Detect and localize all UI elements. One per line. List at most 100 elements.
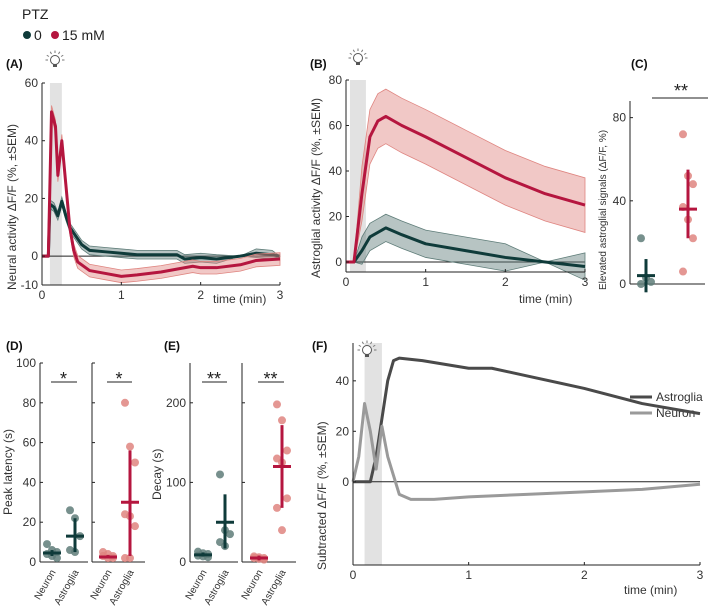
x-tick-label: 1 (422, 275, 429, 289)
data-point (53, 554, 61, 563)
y-tick-label: 20 (329, 209, 343, 223)
data-point (283, 446, 291, 455)
data-point (679, 267, 687, 276)
x-tick-label: 3 (582, 275, 589, 289)
y-axis-label-b: Astroglial activity ΔF/F (%, ±SEM) (309, 98, 323, 278)
x-axis-label-f: time (min) (624, 583, 677, 597)
y-axis-label-a: Neural activity ΔF/F (%, ±SEM) (5, 124, 19, 290)
stimulus-period-shading (49, 83, 62, 285)
data-point (278, 526, 286, 535)
light-bulb-icon (348, 48, 368, 65)
significance-marker: ** (674, 81, 688, 101)
y-tick-label: 20 (23, 515, 37, 529)
data-point (226, 530, 234, 539)
series-line-Neuron (351, 402, 701, 501)
series-line-Astroglia (353, 356, 701, 484)
y-axis-label-e: Decay (s) (150, 449, 164, 500)
panel-label-d: (D) (6, 339, 23, 353)
y-axis-label-f: Subtracted ΔF/F (%, ±SEM) (315, 421, 329, 570)
series-line-15mM (42, 110, 281, 278)
legend-label-control: 0 (34, 27, 42, 43)
panel-label-c: (C) (631, 57, 648, 71)
significance-marker: ** (263, 369, 277, 389)
sem-band-0 (346, 213, 586, 281)
series-line-0 (42, 199, 281, 261)
x-tick-label: 2 (502, 275, 509, 289)
stimulus-period-shading (349, 80, 366, 272)
y-tick-label: -10 (21, 278, 39, 292)
data-point (278, 416, 286, 425)
x-tick-label: 1 (118, 288, 125, 302)
panel-label-e: (E) (164, 339, 180, 353)
data-point (126, 442, 134, 451)
y-tick-label: 80 (23, 396, 37, 410)
light-bulb-icon (357, 340, 377, 357)
data-point (273, 503, 281, 512)
data-point (121, 398, 129, 407)
legend-label-neuron: Neuron (656, 406, 695, 420)
data-point (637, 280, 645, 288)
legend-label-ptz: 15 mM (62, 27, 105, 43)
series-line-15mM (346, 114, 586, 264)
x-tick-label: 2 (197, 288, 204, 302)
legend-title: PTZ (22, 6, 49, 22)
significance-marker: * (60, 369, 67, 389)
data-point (637, 234, 645, 243)
x-tick-label: 3 (697, 568, 704, 582)
data-point (43, 540, 51, 549)
y-tick-label: 40 (23, 475, 37, 489)
y-tick-label: 20 (336, 424, 350, 438)
panel-label-f: (F) (312, 339, 327, 353)
y-tick-label: 40 (336, 374, 350, 388)
data-point (273, 400, 281, 409)
legend-dot-control (23, 31, 31, 39)
y-tick-label: 100 (16, 356, 36, 370)
y-tick-label: 0 (335, 255, 342, 269)
data-point (283, 494, 291, 503)
y-axis-label-c: Elevated astroglial signals (ΔF/F, %) (598, 130, 609, 290)
x-tick-label: 0 (343, 275, 350, 289)
legend-dot-ptz (51, 31, 59, 39)
y-tick-label: 80 (613, 111, 627, 125)
data-point (647, 277, 655, 286)
x-tick-label: 0 (39, 288, 46, 302)
data-point (66, 506, 74, 515)
data-point (689, 180, 697, 189)
y-tick-label: 0 (29, 555, 36, 569)
x-axis-label-b: time (min) (519, 292, 572, 306)
y-tick-label: 40 (613, 194, 627, 208)
x-tick-label: 1 (465, 568, 472, 582)
y-tick-label: 60 (23, 436, 37, 450)
y-tick-label: 0 (31, 249, 38, 263)
y-tick-label: 40 (329, 164, 343, 178)
data-point (131, 458, 139, 467)
y-tick-label: 60 (329, 118, 343, 132)
x-tick-label: 0 (350, 568, 357, 582)
data-point (679, 130, 687, 139)
y-tick-label: 80 (329, 73, 343, 87)
y-tick-label: 0 (179, 555, 186, 569)
y-tick-label: 40 (25, 134, 39, 148)
light-bulb-icon (45, 50, 65, 67)
data-point (131, 522, 139, 531)
y-tick-label: 0 (619, 277, 626, 291)
y-tick-label: 100 (166, 475, 186, 489)
panel-label-a: (A) (6, 57, 23, 71)
x-tick-label: 2 (581, 568, 588, 582)
x-axis-label-a: time (min) (213, 292, 266, 306)
data-point (216, 470, 224, 479)
panel-label-b: (B) (310, 57, 327, 71)
significance-marker: ** (207, 369, 221, 389)
y-tick-label: 0 (342, 475, 349, 489)
series-line-0 (346, 226, 586, 269)
y-tick-label: 20 (25, 191, 39, 205)
data-point (126, 554, 134, 563)
x-tick-label: 3 (277, 288, 284, 302)
y-tick-label: 200 (166, 396, 186, 410)
data-point (689, 234, 697, 243)
y-tick-label: 60 (25, 76, 39, 90)
significance-marker: * (115, 369, 122, 389)
legend-label-astroglia: Astroglia (656, 390, 703, 404)
y-axis-label-d: Peak latency (s) (1, 429, 15, 515)
